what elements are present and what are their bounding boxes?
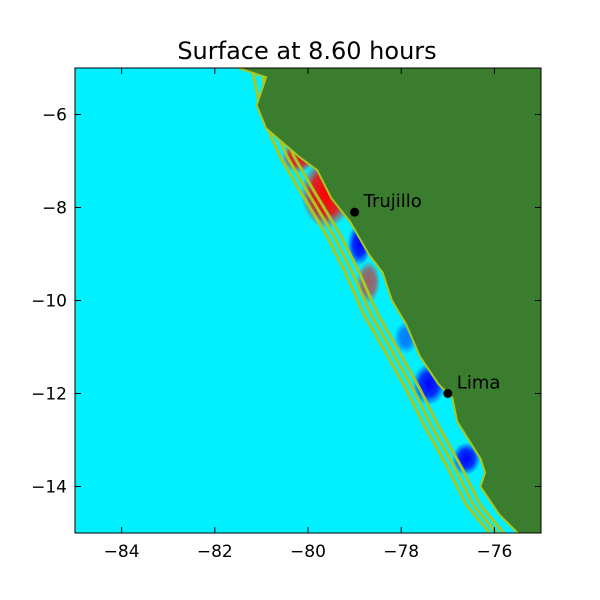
city-marker-lima [443,389,453,398]
y-axis: −6 −8 −10 −12 −14 [31,106,541,498]
x-tick-label: −76 [476,542,512,562]
y-tick-label: −14 [31,478,67,498]
land-mass [237,68,541,533]
y-tick-label: −10 [31,292,67,312]
x-tick-label: −78 [383,542,419,562]
x-tick-label: −80 [290,542,326,562]
contour-line-1 [259,68,498,533]
city-label-trujillo: Trujillo [363,191,422,212]
contour-line-0 [250,68,491,533]
city-marker-trujillo [350,207,360,217]
plot-area [75,68,541,533]
crest-anomaly-2 [356,260,381,303]
plot-title: Surface at 8.60 hours [177,37,436,65]
city-label-lima: Lima [457,373,501,394]
city-layer: Trujillo Lima [350,191,500,398]
y-tick-label: −12 [31,385,67,405]
y-tick-label: −8 [42,199,67,219]
x-axis: −84 −82 −80 −78 −76 [104,68,512,562]
x-tick-label: −82 [197,542,233,562]
y-tick-label: −6 [42,106,67,126]
contour-line-2 [266,68,505,533]
x-tick-label: −84 [104,542,140,562]
contour-layer [250,68,505,533]
